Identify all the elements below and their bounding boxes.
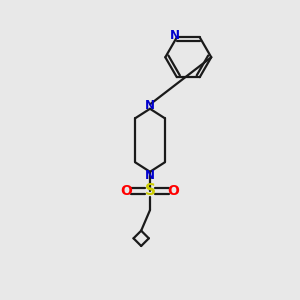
- Text: S: S: [145, 183, 155, 198]
- Text: O: O: [121, 184, 132, 198]
- Text: O: O: [168, 184, 179, 198]
- Text: N: N: [170, 29, 180, 42]
- Text: N: N: [145, 169, 155, 182]
- Text: N: N: [145, 99, 155, 112]
